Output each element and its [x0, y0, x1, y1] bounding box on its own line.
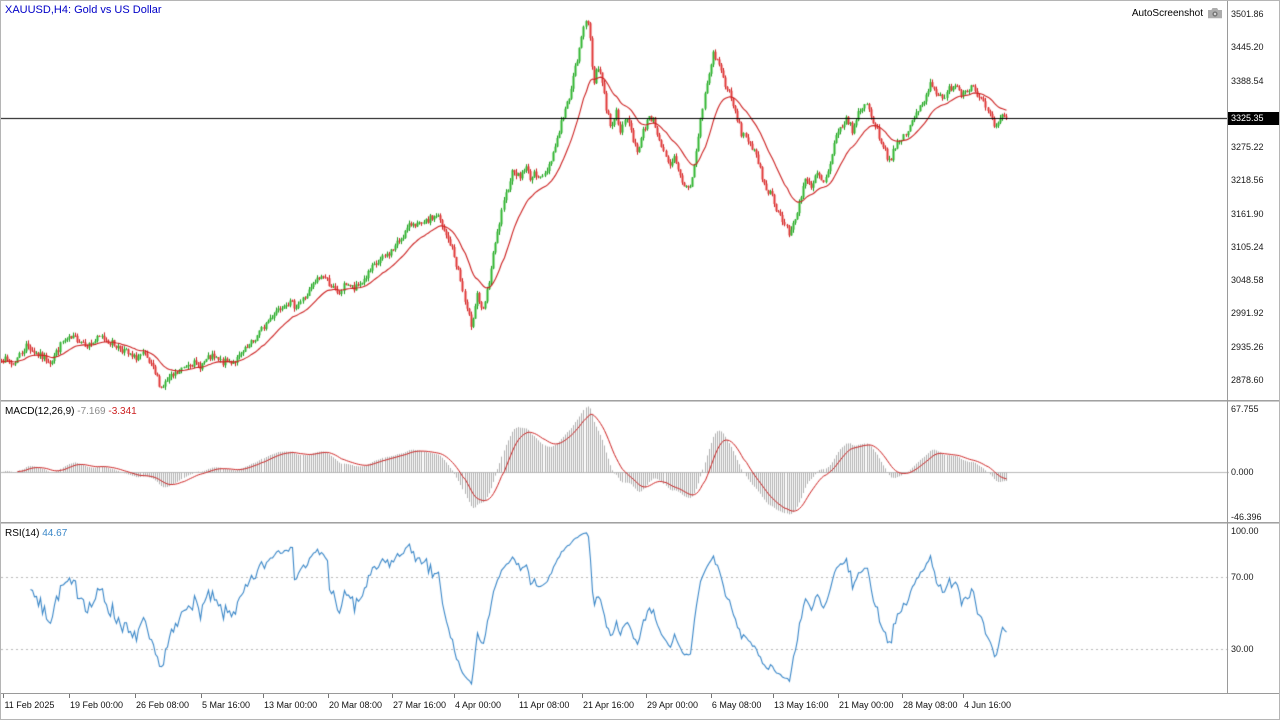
price-tick-label: 3105.24 — [1231, 241, 1264, 252]
time-tick-mark — [581, 694, 583, 698]
time-tick-label: 13 May 16:00 — [774, 700, 829, 710]
current-price-badge: 3325.35 — [1228, 111, 1279, 125]
macd-indicator-canvas[interactable] — [1, 402, 1229, 522]
time-tick-mark — [69, 694, 71, 698]
time-tick-mark — [517, 694, 519, 698]
time-tick-label: 19 Feb 00:00 — [70, 700, 124, 710]
macd-tick-label: -46.396 — [1231, 511, 1262, 522]
time-tick-mark — [773, 694, 775, 698]
rsi-tick-label: 70.00 — [1231, 572, 1254, 583]
time-tick-mark — [963, 694, 964, 698]
rsi-tick-label: 100.00 — [1231, 526, 1259, 536]
time-tick-mark — [263, 694, 265, 698]
time-tick-label: 27 Mar 16:00 — [392, 700, 447, 710]
time-tick-label: 20 Mar 08:00 — [329, 700, 383, 710]
time-tick-label: 6 May 08:00 — [711, 700, 762, 710]
price-tick-label: 3161.90 — [1231, 208, 1264, 219]
price-chart-canvas[interactable] — [1, 1, 1229, 400]
price-tick-label: 2991.92 — [1231, 308, 1264, 319]
price-tick-label: 2935.26 — [1231, 341, 1264, 352]
price-axis[interactable]: 3501.86 3445.20 3388.54 3275.22 3218.56 3161.… — [1227, 1, 1279, 693]
time-tick-label: 4 Jun 16:00 — [964, 700, 1012, 710]
autoscreenshot-label: AutoScreenshot — [1132, 7, 1223, 19]
time-tick-mark — [454, 694, 455, 698]
panel-separator-rsi[interactable] — [1, 522, 1279, 524]
macd-signal-value: -3.341 — [108, 406, 137, 417]
symbol-title: XAUUSD,H4: Gold vs US Dollar — [5, 4, 162, 16]
rsi-name: RSI(14) — [5, 528, 40, 539]
time-tick-label: 26 Feb 08:00 — [135, 700, 190, 710]
macd-tick-label: 0.000 — [1231, 466, 1254, 477]
price-tick-label: 2878.60 — [1231, 374, 1264, 385]
autoscreenshot-text: AutoScreenshot — [1131, 7, 1203, 19]
macd-label: MACD(12,26,9) -7.169 -3.341 — [5, 406, 137, 417]
camera-icon — [1208, 8, 1222, 19]
macd-name: MACD(12,26,9) — [5, 406, 75, 417]
price-tick-label: 3218.56 — [1231, 175, 1264, 186]
rsi-indicator-canvas[interactable] — [1, 524, 1229, 693]
time-tick-label: 28 May 08:00 — [902, 700, 958, 710]
rsi-tick-label: 30.00 — [1231, 643, 1254, 654]
price-tick-label: 3445.20 — [1231, 42, 1264, 53]
price-tick-label: 3501.86 — [1231, 9, 1264, 20]
time-tick-mark — [391, 694, 393, 698]
time-axis[interactable]: 11 Feb 2025 19 Feb 00:00 26 Feb 08:00 5 Mar… — [1, 693, 1279, 719]
time-tick-label: 11 Apr 08:00 — [518, 700, 570, 710]
panel-separator-macd[interactable] — [1, 400, 1279, 402]
time-tick-label: 21 May 00:00 — [839, 700, 894, 710]
rsi-value: 44.67 — [42, 528, 68, 539]
time-tick-label: 13 Mar 00:00 — [264, 700, 318, 710]
time-tick-mark — [328, 694, 330, 698]
time-tick-mark — [201, 694, 203, 698]
price-tick-label: 3388.54 — [1231, 75, 1264, 86]
time-tick-label: 21 Apr 16:00 — [582, 700, 634, 710]
price-tick-label: 3275.22 — [1231, 142, 1264, 153]
time-tick-label: 29 Apr 00:00 — [646, 700, 698, 710]
time-tick-label: 4 Apr 00:00 — [455, 700, 502, 710]
macd-tick-label: 67.755 — [1231, 404, 1259, 414]
price-tick-label: 3048.58 — [1231, 275, 1264, 286]
time-tick-label: 5 Mar 16:00 — [202, 700, 251, 710]
time-tick-mark — [901, 694, 903, 698]
time-tick-mark — [3, 694, 5, 698]
time-tick-mark — [134, 694, 136, 698]
time-tick-mark — [838, 694, 839, 698]
rsi-label: RSI(14) 44.67 — [5, 528, 67, 539]
time-tick-mark — [710, 694, 712, 698]
time-tick-label: 11 Feb 2025 — [4, 700, 55, 710]
macd-main-value: -7.169 — [77, 406, 106, 417]
time-tick-mark — [645, 694, 647, 698]
